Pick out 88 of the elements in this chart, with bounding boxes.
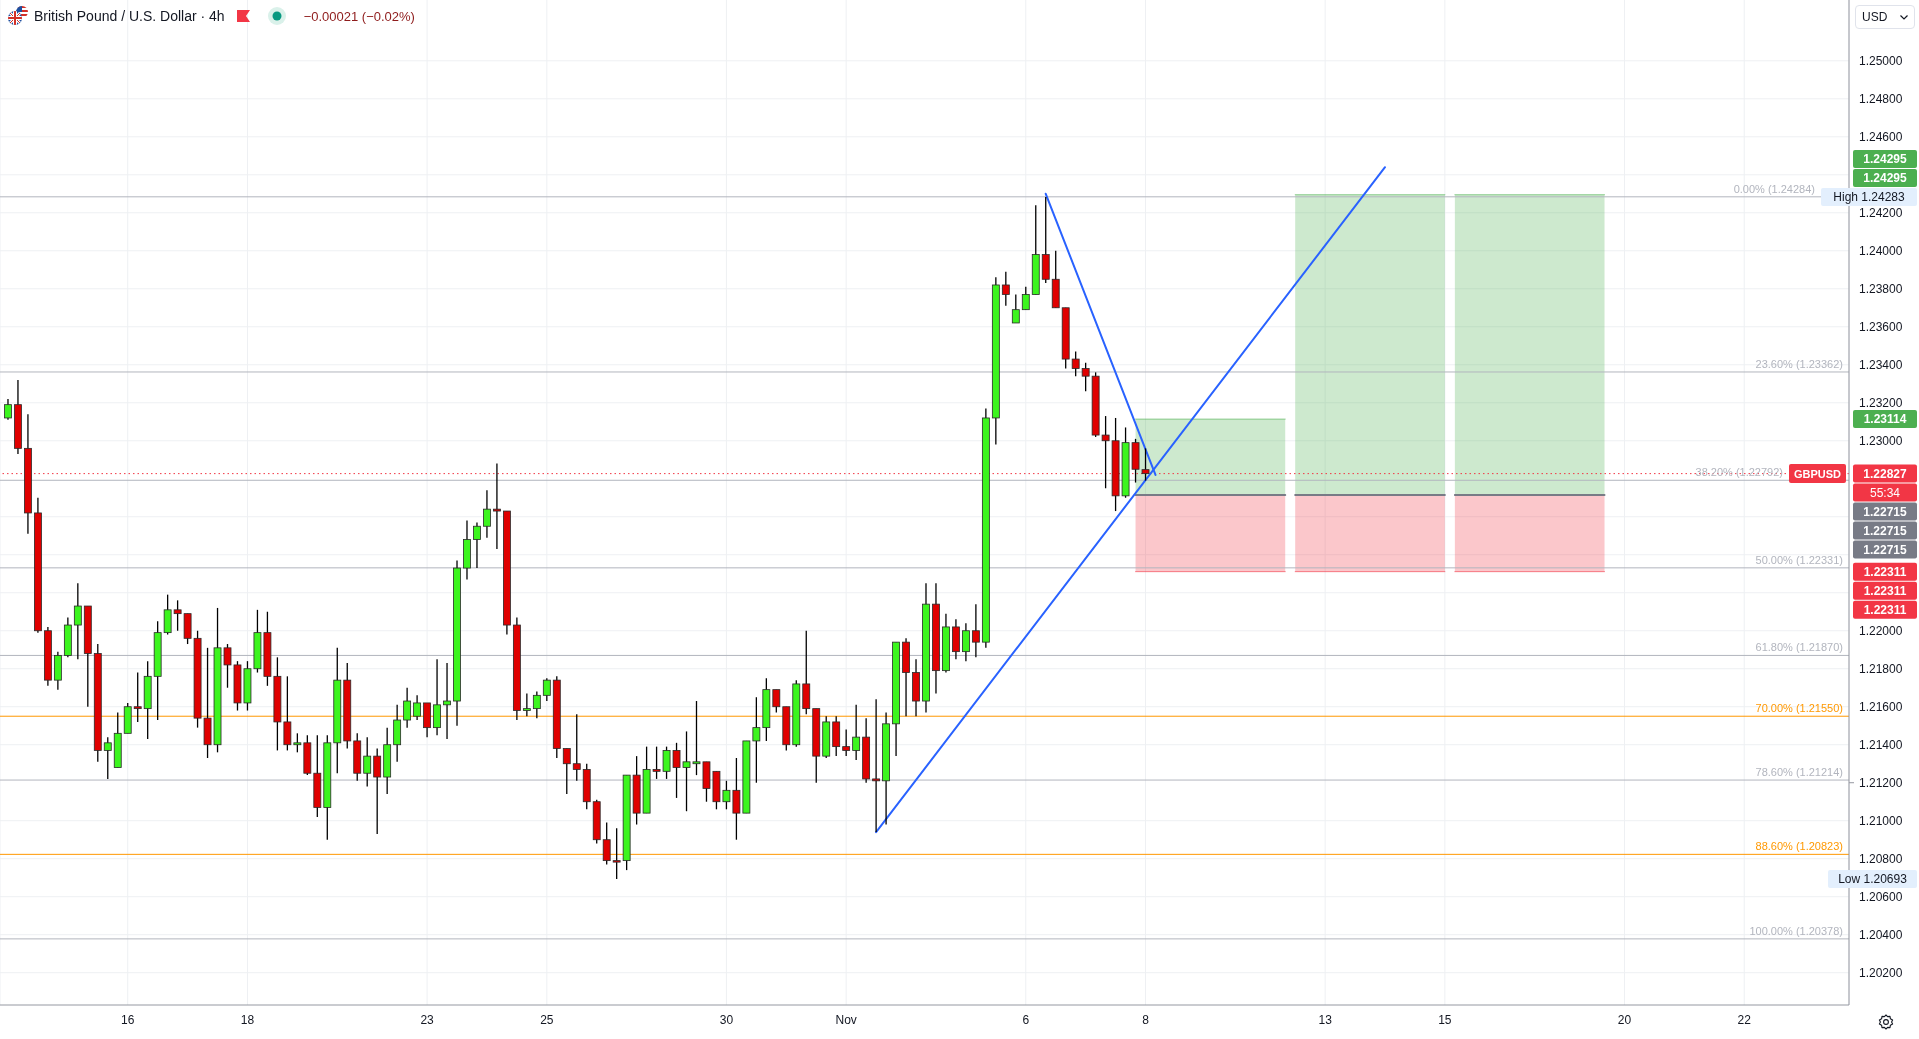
x-tick-label: 30 — [719, 1012, 734, 1027]
text: 1.22715 — [1863, 542, 1908, 557]
candlestick — [1011, 293, 1020, 324]
text: 1.22715 — [1863, 523, 1908, 538]
candlestick — [413, 694, 421, 721]
ref-line-label: 78.60% (1.21214) — [1755, 766, 1843, 779]
x-tick-label: 20 — [1617, 1012, 1632, 1027]
y-tick-label: 1.21000 — [1859, 813, 1903, 828]
text: 1.22715 — [1863, 504, 1908, 519]
candlestick — [1001, 271, 1010, 307]
y-tick-label: 1.23600 — [1859, 320, 1903, 335]
y-tick-label: 1.24000 — [1859, 244, 1903, 259]
candlestick — [1021, 286, 1030, 311]
ref-line-label: 50.00% (1.22331) — [1755, 553, 1843, 566]
candlestick — [363, 736, 372, 788]
x-tick-label: 18 — [240, 1012, 255, 1027]
x-tick-label: Nov — [835, 1012, 857, 1027]
y-tick-label: 1.21800 — [1859, 661, 1903, 676]
ref-line-label: 38.20% (1.22792) — [1695, 466, 1783, 479]
candlestick — [433, 658, 441, 736]
y-tick-label: 1.24800 — [1859, 92, 1903, 107]
candlestick — [73, 582, 82, 660]
candlestick — [542, 677, 551, 702]
x-tick-label: 8 — [1142, 1012, 1150, 1027]
y-tick-label: 1.24600 — [1859, 130, 1903, 145]
candlestick — [373, 747, 382, 835]
candlestick — [562, 747, 571, 795]
y-tick-label: 1.20600 — [1859, 889, 1903, 904]
candlestick — [403, 687, 412, 729]
text: 1.24295 — [1863, 171, 1908, 186]
y-tick-label: 1.25000 — [1859, 54, 1903, 69]
candlestick — [602, 821, 611, 866]
ref-line-label: 23.60% (1.23362) — [1755, 357, 1843, 370]
ref-line-label: 100.00% (1.20378) — [1749, 924, 1843, 937]
y-tick-label: 1.24200 — [1859, 206, 1903, 221]
annotation: Low 1.20693 — [1838, 872, 1908, 887]
x-tick-label: 16 — [121, 1012, 135, 1027]
y-tick-label: 1.21400 — [1859, 737, 1903, 752]
text: 1.24295 — [1863, 152, 1908, 167]
currency-select: USD — [1855, 5, 1915, 29]
ref-line-label: 70.00% (1.21550) — [1755, 702, 1843, 715]
x-tick-label: 25 — [540, 1012, 554, 1027]
y-tick-label: 1.20400 — [1859, 927, 1903, 942]
candlestick — [572, 713, 581, 782]
x-tick-label: 13 — [1318, 1012, 1333, 1027]
x-tick-label: 6 — [1022, 1012, 1030, 1027]
y-tick-label: 1.20800 — [1859, 851, 1903, 866]
annotation: High 1.24283 — [1833, 190, 1906, 205]
candlestick — [852, 704, 861, 761]
candlestick — [493, 462, 501, 550]
y-tick-label: 1.21200 — [1859, 775, 1903, 790]
text: 1.22311 — [1863, 602, 1907, 617]
candlestick — [872, 698, 881, 833]
candlestick — [772, 688, 781, 714]
candlestick — [4, 398, 12, 421]
text: 1.22827 — [1863, 466, 1908, 481]
ref-line-label: GBPUSD — [1793, 467, 1842, 480]
candlestick — [532, 690, 541, 719]
x-tick-label: 22 — [1737, 1012, 1752, 1027]
candlestick — [443, 662, 451, 740]
x-tick-label: 23 — [420, 1012, 435, 1027]
y-tick-label: 1.23200 — [1859, 396, 1903, 411]
y-tick-label: 1.23800 — [1859, 282, 1903, 297]
ref-line-label: 0.00% (1.24284) — [1733, 182, 1815, 195]
candlestick — [103, 736, 112, 780]
candlestick — [473, 521, 481, 569]
y-tick-label: 1.22000 — [1859, 624, 1903, 638]
y-tick-label: 1.23400 — [1859, 358, 1903, 373]
text: British Pound / U.S. Dollar · 4h — [34, 8, 225, 24]
candlestick — [133, 671, 142, 723]
candlestick — [1071, 350, 1080, 377]
text: 1.22311 — [1863, 564, 1907, 579]
text: 1.23114 — [1863, 412, 1907, 427]
text: 1.22311 — [1863, 583, 1907, 598]
y-axis-title: USD — [1862, 10, 1888, 24]
y-tick-label: 1.20200 — [1859, 965, 1903, 980]
candlestick — [842, 728, 851, 757]
candlestick — [971, 603, 980, 658]
y-tick-label: 1.21600 — [1859, 699, 1903, 714]
x-tick-label: 15 — [1438, 1012, 1452, 1027]
text: 55:34 — [1869, 485, 1901, 500]
y-tick-label: 1.23000 — [1859, 434, 1903, 449]
candlestick — [522, 692, 531, 717]
candlestick — [962, 622, 970, 662]
ref-line-label: 61.80% (1.21870) — [1755, 641, 1843, 654]
candlestick — [483, 489, 491, 539]
ref-line-label: 88.60% (1.20823) — [1755, 840, 1843, 853]
annotation: −0.00021 (−0.02%) — [303, 8, 415, 24]
